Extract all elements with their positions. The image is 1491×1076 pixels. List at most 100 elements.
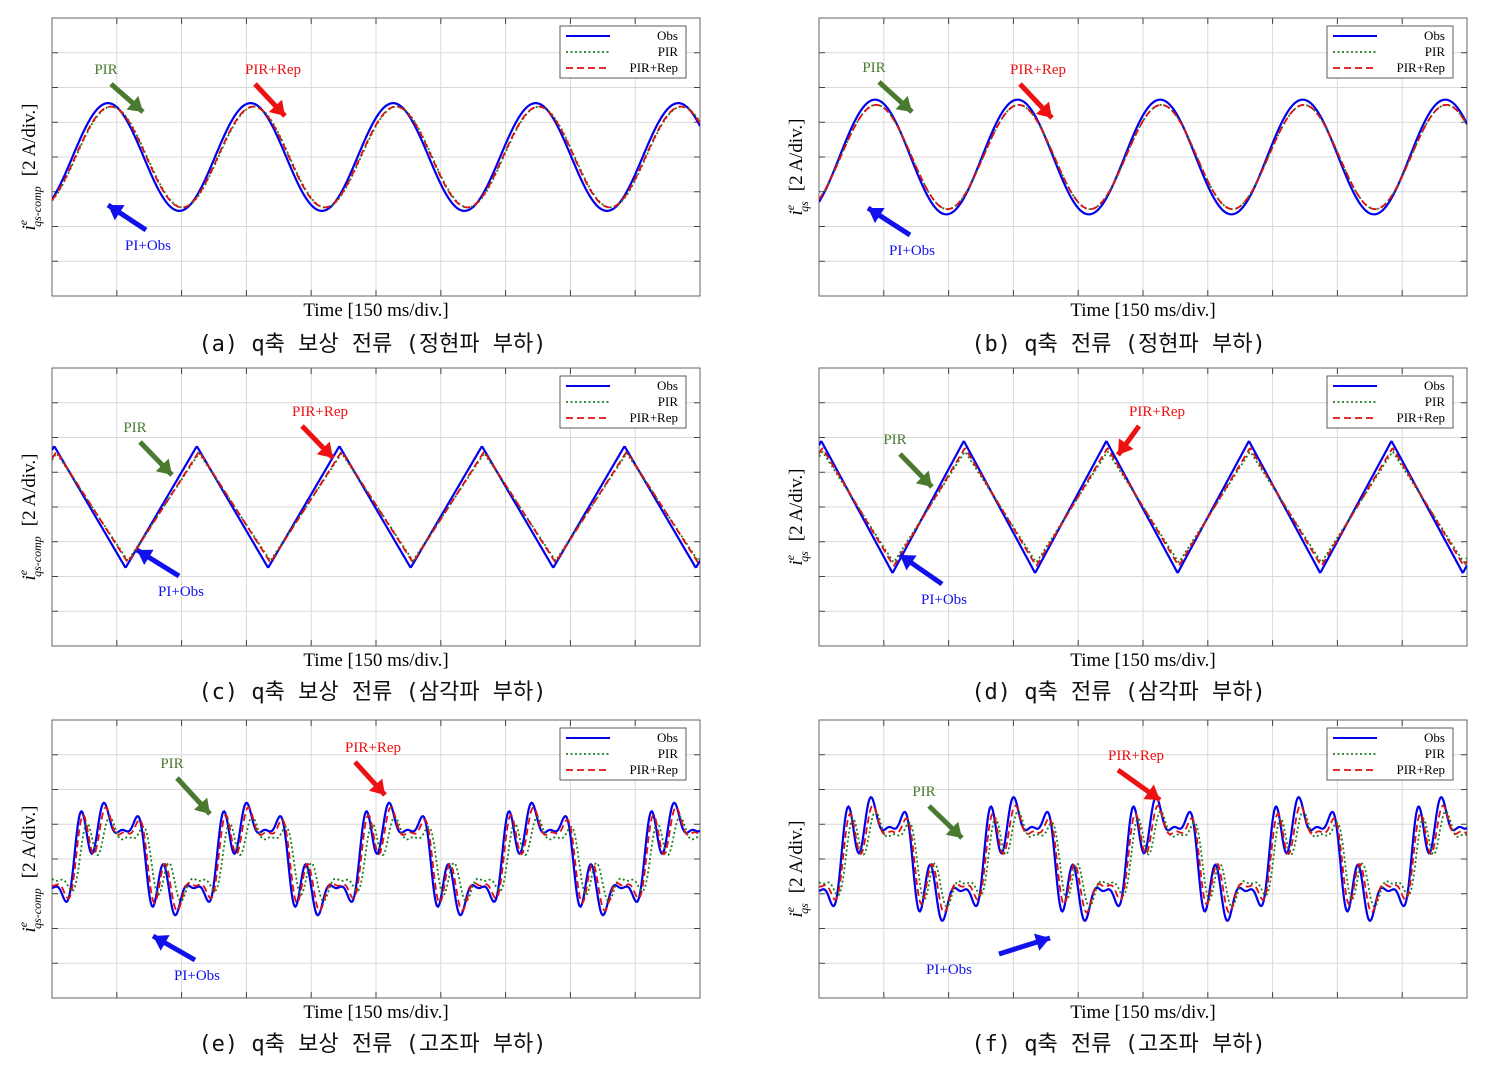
series-group-e bbox=[52, 801, 700, 917]
annotations-b: PIR PIR+Rep PI+Obs bbox=[862, 60, 1066, 259]
obs-annotation: PI+Obs bbox=[926, 962, 972, 978]
series-line-pir bbox=[819, 810, 1467, 908]
rep-arrow-head bbox=[1035, 101, 1052, 118]
annotations-a: PIR PIR+Rep PI+Obs bbox=[94, 62, 301, 254]
rep-annotation: PIR+Rep bbox=[292, 404, 348, 420]
legend-label: PIR+Rep bbox=[629, 60, 678, 75]
pir-annotation: PIR bbox=[160, 756, 183, 772]
chart-panel-d: Obs PIR PIR+Rep Time [150 ms/div.] ieqs[2 A/… bbox=[746, 350, 1491, 708]
chart-caption-c: (c) q축 보상 전류 (삼각파 부하) bbox=[198, 680, 547, 705]
series-group-d bbox=[819, 440, 1467, 574]
chart-caption-b: (b) q축 전류 (정현파 부하) bbox=[971, 332, 1266, 357]
series-line-pir-rep bbox=[819, 103, 1467, 211]
annotations-d: PIR PIR+Rep PI+Obs bbox=[883, 404, 1185, 608]
series-group-c bbox=[52, 445, 700, 569]
pir-annotation: PIR bbox=[94, 62, 117, 78]
rep-annotation: PIR+Rep bbox=[1010, 62, 1066, 78]
series-line-pir-rep bbox=[52, 105, 700, 209]
legend-label: PIR bbox=[658, 746, 679, 761]
series-line-obs bbox=[52, 102, 700, 212]
chart-panel-e: Obs PIR PIR+Rep Time [150 ms/div.] ieqs-comp… bbox=[0, 702, 745, 1060]
legend-label: Obs bbox=[1424, 378, 1445, 393]
series-line-pir-rep bbox=[819, 804, 1467, 914]
rep-annotation: PIR+Rep bbox=[1129, 404, 1185, 420]
legend-box bbox=[559, 727, 687, 781]
obs-arrow-head bbox=[153, 935, 170, 951]
legend-label: PIR+Rep bbox=[629, 762, 678, 777]
annotations-f: PIR PIR+Rep PI+Obs bbox=[912, 748, 1164, 978]
rep-arrow-head bbox=[1118, 438, 1134, 455]
annotations-c: PIR PIR+Rep PI+Obs bbox=[123, 404, 348, 600]
y-axis-label-a: ieqs-comp[2 A/div.] bbox=[16, 104, 44, 231]
series-line-pir-rep bbox=[819, 447, 1467, 567]
pir-arrow-head bbox=[895, 95, 912, 112]
obs-annotation: PI+Obs bbox=[174, 968, 220, 984]
pir-arrow-head bbox=[193, 797, 210, 814]
series-line-pir-rep bbox=[52, 449, 700, 565]
legend-label: Obs bbox=[657, 378, 678, 393]
y-axis-label-f: ieqs[2 A/div.] bbox=[783, 821, 811, 918]
legend-label: PIR+Rep bbox=[1396, 410, 1445, 425]
obs-arrow-head bbox=[1033, 933, 1050, 951]
legend-label: PIR+Rep bbox=[1396, 60, 1445, 75]
chart-caption-f: (f) q축 전류 (고조파 부하) bbox=[971, 1032, 1266, 1057]
obs-annotation: PI+Obs bbox=[125, 238, 171, 254]
series-group-f bbox=[819, 795, 1467, 923]
chart-panel-c: Obs PIR PIR+Rep Time [150 ms/div.] ieqs-comp… bbox=[0, 350, 745, 708]
x-axis-label-e: Time [150 ms/div.] bbox=[303, 1002, 448, 1023]
rep-arrow-head bbox=[316, 441, 333, 458]
obs-arrow-head bbox=[900, 555, 917, 571]
chart-caption-e: (e) q축 보상 전류 (고조파 부하) bbox=[198, 1032, 547, 1057]
legend-label: PIR+Rep bbox=[629, 410, 678, 425]
legend-label: PIR bbox=[658, 44, 679, 59]
grid-e bbox=[52, 720, 700, 998]
series-group-b bbox=[819, 98, 1467, 216]
obs-annotation: PI+Obs bbox=[158, 584, 204, 600]
series-line-obs bbox=[819, 98, 1467, 216]
rep-arrow-head bbox=[368, 778, 385, 795]
rep-annotation: PIR+Rep bbox=[245, 62, 301, 78]
y-axis-label-b: ieqs[2 A/div.] bbox=[783, 119, 811, 216]
legend-label: Obs bbox=[1424, 28, 1445, 43]
series-line-obs bbox=[52, 445, 700, 569]
pir-arrow-head bbox=[155, 458, 172, 475]
chart-caption-d: (d) q축 전류 (삼각파 부하) bbox=[971, 680, 1266, 705]
obs-arrow-head bbox=[868, 208, 885, 224]
x-axis-label-a: Time [150 ms/div.] bbox=[303, 300, 448, 321]
rep-arrow-head bbox=[1143, 784, 1160, 800]
rep-arrow-head bbox=[268, 99, 285, 116]
pir-annotation: PIR bbox=[883, 432, 906, 448]
x-axis-label-d: Time [150 ms/div.] bbox=[1070, 650, 1215, 671]
annotations-e: PIR PIR+Rep PI+Obs bbox=[151, 740, 401, 984]
chart-panel-b: Obs PIR PIR+Rep Time [150 ms/div.] ieqs[2 A/… bbox=[746, 0, 1491, 358]
pir-arrow-head bbox=[915, 470, 932, 487]
x-axis-label-b: Time [150 ms/div.] bbox=[1070, 300, 1215, 321]
legend-label: PIR bbox=[1425, 44, 1446, 59]
rep-annotation: PIR+Rep bbox=[1108, 748, 1164, 764]
y-axis-label-c: ieqs-comp[2 A/div.] bbox=[16, 454, 44, 581]
legend-label: Obs bbox=[1424, 730, 1445, 745]
legend-label: Obs bbox=[657, 28, 678, 43]
series-group-a bbox=[52, 102, 700, 212]
pir-annotation: PIR bbox=[912, 784, 935, 800]
y-axis-label-d: ieqs[2 A/div.] bbox=[783, 469, 811, 566]
obs-annotation: PI+Obs bbox=[921, 592, 967, 608]
legend-label: PIR bbox=[1425, 394, 1446, 409]
legend-label: PIR+Rep bbox=[1396, 762, 1445, 777]
pir-arrow-head bbox=[945, 821, 962, 838]
legend-label: PIR bbox=[1425, 746, 1446, 761]
chart-caption-a: (a) q축 보상 전류 (정현파 부하) bbox=[198, 332, 547, 357]
pir-annotation: PIR bbox=[123, 420, 146, 436]
